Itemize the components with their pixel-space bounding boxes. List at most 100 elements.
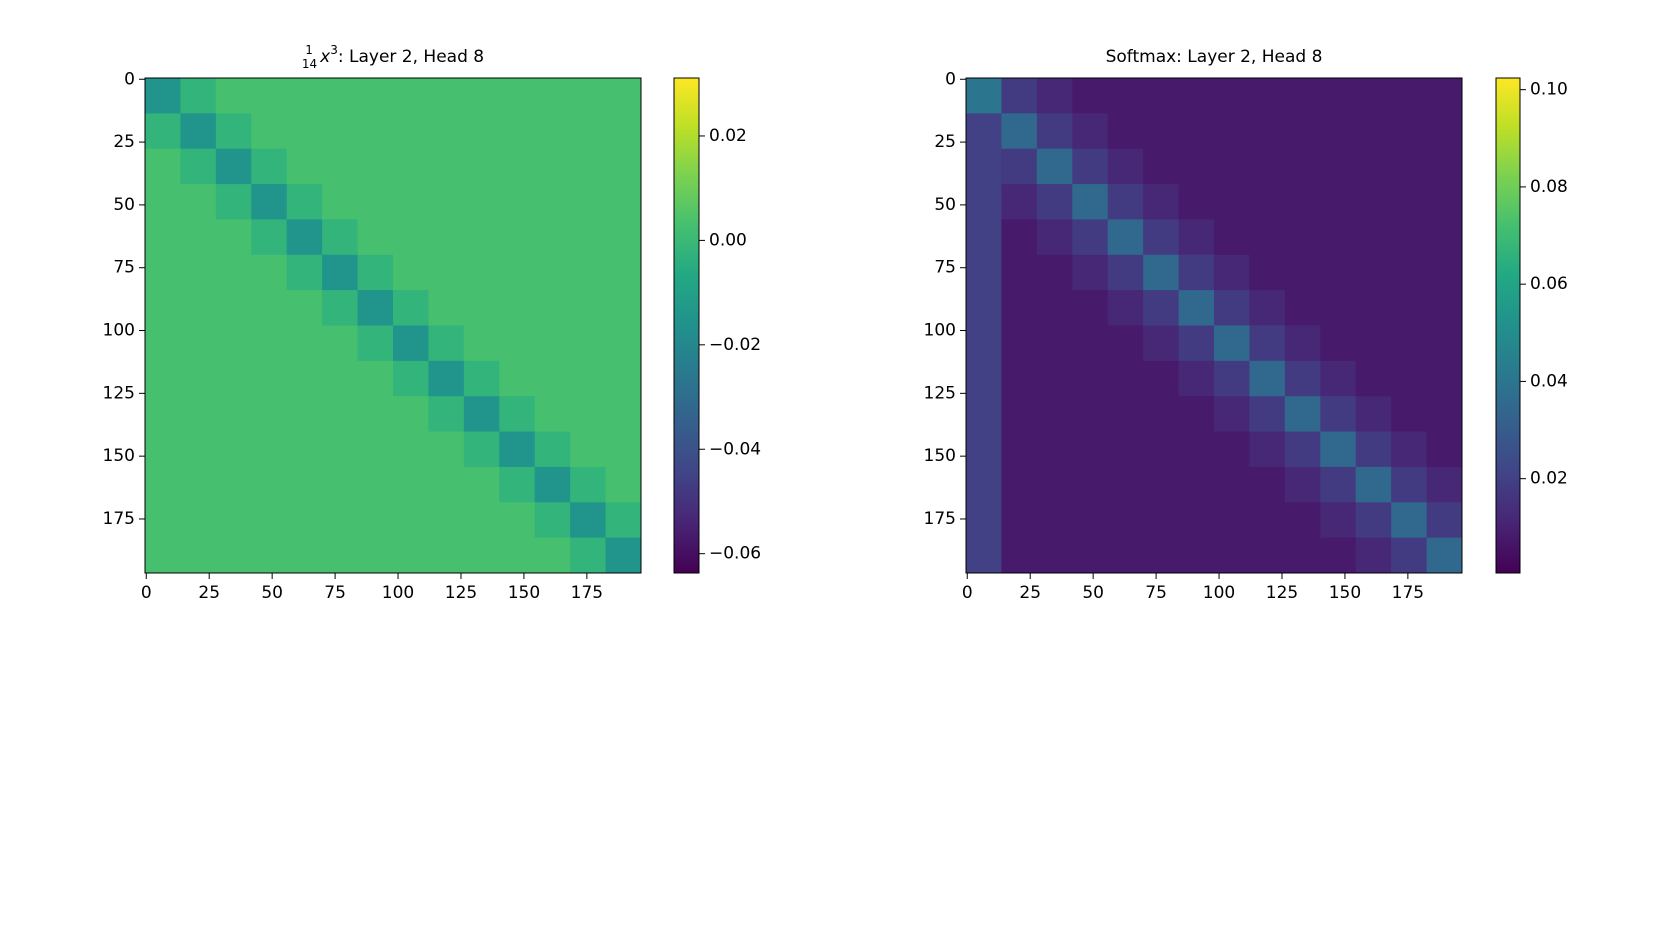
- heatmap-cell: [1320, 325, 1357, 362]
- heatmap-cell: [1249, 184, 1286, 220]
- heatmap-cell: [1249, 466, 1286, 503]
- heatmap-cell: [1107, 290, 1144, 326]
- heatmap-cell: [357, 184, 394, 220]
- heatmap-cell: [1143, 148, 1180, 185]
- heatmap-cell: [180, 113, 217, 150]
- heatmap-cell: [1107, 502, 1144, 539]
- heatmap-cell: [499, 360, 536, 397]
- heatmap-cell: [1284, 148, 1321, 185]
- heatmap-cell: [215, 219, 252, 256]
- heatmap-cell: [145, 184, 181, 220]
- heatmap-cell: [322, 78, 359, 114]
- heatmap-cell: [1355, 113, 1392, 150]
- heatmap-cell: [1355, 502, 1392, 539]
- heatmap-cell: [1001, 184, 1038, 220]
- heatmap-cell: [1214, 290, 1250, 326]
- heatmap-cell: [1284, 113, 1321, 150]
- heatmap-cell: [570, 396, 607, 433]
- heatmap-cell: [286, 431, 323, 468]
- heatmap-cell: [1320, 360, 1357, 397]
- heatmap-cell: [1355, 360, 1392, 397]
- heatmap-cell: [1214, 219, 1250, 256]
- heatmap-cell: [1284, 466, 1321, 503]
- heatmap-cell: [393, 360, 429, 397]
- heatmap-cell: [357, 325, 394, 362]
- colorbar-tick-label: 0.10: [1530, 80, 1568, 100]
- heatmap-cell: [1214, 537, 1250, 574]
- heatmap-cell: [1001, 219, 1038, 256]
- heatmap-cell: [1072, 502, 1109, 539]
- heatmap-cell: [1072, 360, 1109, 397]
- heatmap-cell: [393, 78, 429, 114]
- heatmap-cell: [463, 360, 500, 397]
- heatmap-cell: [1391, 431, 1428, 468]
- heatmap-cell: [1391, 113, 1428, 150]
- heatmap-cell: [1355, 431, 1392, 468]
- heatmap-cell: [1391, 325, 1428, 362]
- x-tick-label: 0: [962, 583, 973, 603]
- heatmap-cell: [322, 254, 359, 291]
- heatmap-cell: [180, 537, 217, 574]
- heatmap-cell: [499, 78, 536, 114]
- heatmap-cell: [534, 184, 571, 220]
- heatmap-cell: [499, 537, 536, 574]
- heatmap-cell: [145, 325, 181, 362]
- heatmap-cell: [1072, 78, 1109, 114]
- x-tick-label: 125: [445, 583, 477, 603]
- heatmap-cell: [1036, 396, 1073, 433]
- heatmap-cell: [180, 78, 217, 114]
- heatmap-cell: [215, 466, 252, 503]
- heatmap-cell: [322, 431, 359, 468]
- y-tick-label: 0: [945, 69, 956, 89]
- heatmap-cell: [393, 219, 429, 256]
- heatmap-cell: [605, 290, 642, 326]
- heatmap-cell: [966, 113, 1002, 150]
- heatmap-cell: [1426, 219, 1463, 256]
- heatmap-cell: [357, 290, 394, 326]
- colorbar-tick-label: −0.04: [709, 439, 761, 459]
- heatmap-cell: [1072, 219, 1109, 256]
- colorbar-tick-label: 0.08: [1530, 177, 1568, 197]
- heatmap-cell: [428, 148, 465, 185]
- heatmap-cell: [1107, 184, 1144, 220]
- title-text: : Layer 2, Head 8: [338, 47, 484, 67]
- heatmap-cell: [570, 325, 607, 362]
- heatmap-cell: [251, 360, 288, 397]
- heatmap-cell: [215, 537, 252, 574]
- heatmap-cell: [1214, 78, 1250, 114]
- heatmap-cell: [180, 360, 217, 397]
- heatmap-cell: [1426, 325, 1463, 362]
- heatmap-cell: [534, 78, 571, 114]
- heatmap-cell: [570, 537, 607, 574]
- heatmap-cell: [605, 396, 642, 433]
- heatmap-cell: [463, 184, 500, 220]
- heatmap-cell: [322, 184, 359, 220]
- heatmap-cell: [393, 502, 429, 539]
- heatmap-cell: [215, 396, 252, 433]
- y-tick-label: 175: [103, 509, 135, 529]
- heatmap-cell: [1143, 290, 1180, 326]
- heatmap-cell: [463, 396, 500, 433]
- heatmap-cell: [1284, 360, 1321, 397]
- heatmap-cell: [1214, 431, 1250, 468]
- heatmap-cell: [1143, 502, 1180, 539]
- x-tick-label: 50: [1082, 583, 1104, 603]
- chart-title: 1 14 x3: Layer 2, Head 8: [302, 43, 484, 71]
- heatmap-cell: [145, 148, 181, 185]
- heatmap-cell: [1391, 502, 1428, 539]
- heatmap-cell: [393, 537, 429, 574]
- heatmap-cell: [605, 325, 642, 362]
- heatmap-cell: [570, 290, 607, 326]
- heatmap-cell: [966, 396, 1002, 433]
- heatmap-cell: [286, 148, 323, 185]
- heatmap-cell: [570, 431, 607, 468]
- heatmap-cell: [605, 537, 642, 574]
- heatmap-cell: [357, 466, 394, 503]
- heatmap-cell: [286, 290, 323, 326]
- heatmap-cell: [286, 325, 323, 362]
- heatmap-cell: [180, 431, 217, 468]
- heatmap-cell: [286, 396, 323, 433]
- heatmap-cell: [966, 184, 1002, 220]
- y-tick-label: 50: [113, 195, 135, 215]
- heatmap-cell: [534, 219, 571, 256]
